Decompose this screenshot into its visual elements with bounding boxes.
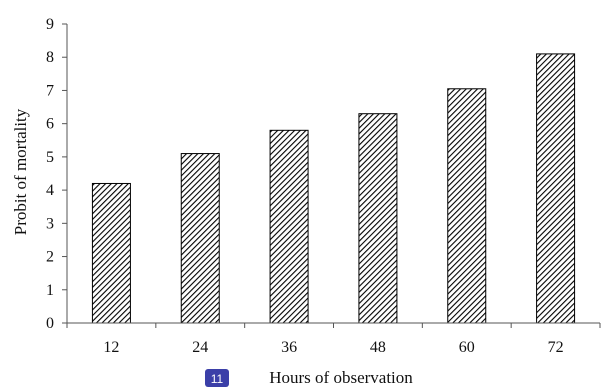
y-tick-label: 3 [46, 215, 54, 232]
x-tick-label: 12 [103, 339, 119, 356]
y-tick-label: 4 [46, 182, 54, 199]
bar-72 [536, 53, 576, 324]
bar-48 [358, 113, 398, 324]
x-axis-title: Hours of observation [269, 368, 413, 387]
x-axis-ticks: 12 24 36 48 60 72 [66, 323, 601, 356]
bar-24 [180, 153, 220, 324]
y-tick-label: 1 [46, 282, 54, 299]
y-tick-label: 9 [46, 16, 54, 33]
page-badge-text: 11 [211, 372, 224, 386]
y-tick-label: 8 [46, 49, 54, 66]
bar-36 [269, 129, 309, 324]
x-tick-label: 24 [192, 339, 208, 356]
y-tick-label: 0 [46, 315, 54, 332]
page-badge: 11 [205, 369, 229, 387]
y-axis-ticks: 0 1 2 3 4 5 6 7 8 9 [46, 16, 67, 332]
y-tick-label: 2 [46, 249, 54, 266]
y-tick-label: 5 [46, 149, 54, 166]
x-tick-label: 72 [548, 339, 564, 356]
y-tick-label: 7 [46, 82, 54, 99]
bar-60 [447, 88, 487, 324]
x-tick-label: 48 [370, 339, 386, 356]
bar-12 [91, 182, 131, 324]
x-tick-label: 60 [459, 339, 475, 356]
y-tick-label: 6 [46, 116, 54, 133]
x-tick-label: 36 [281, 339, 297, 356]
y-axis-title: Probit of mortality [11, 108, 30, 235]
bars-group [91, 53, 576, 324]
